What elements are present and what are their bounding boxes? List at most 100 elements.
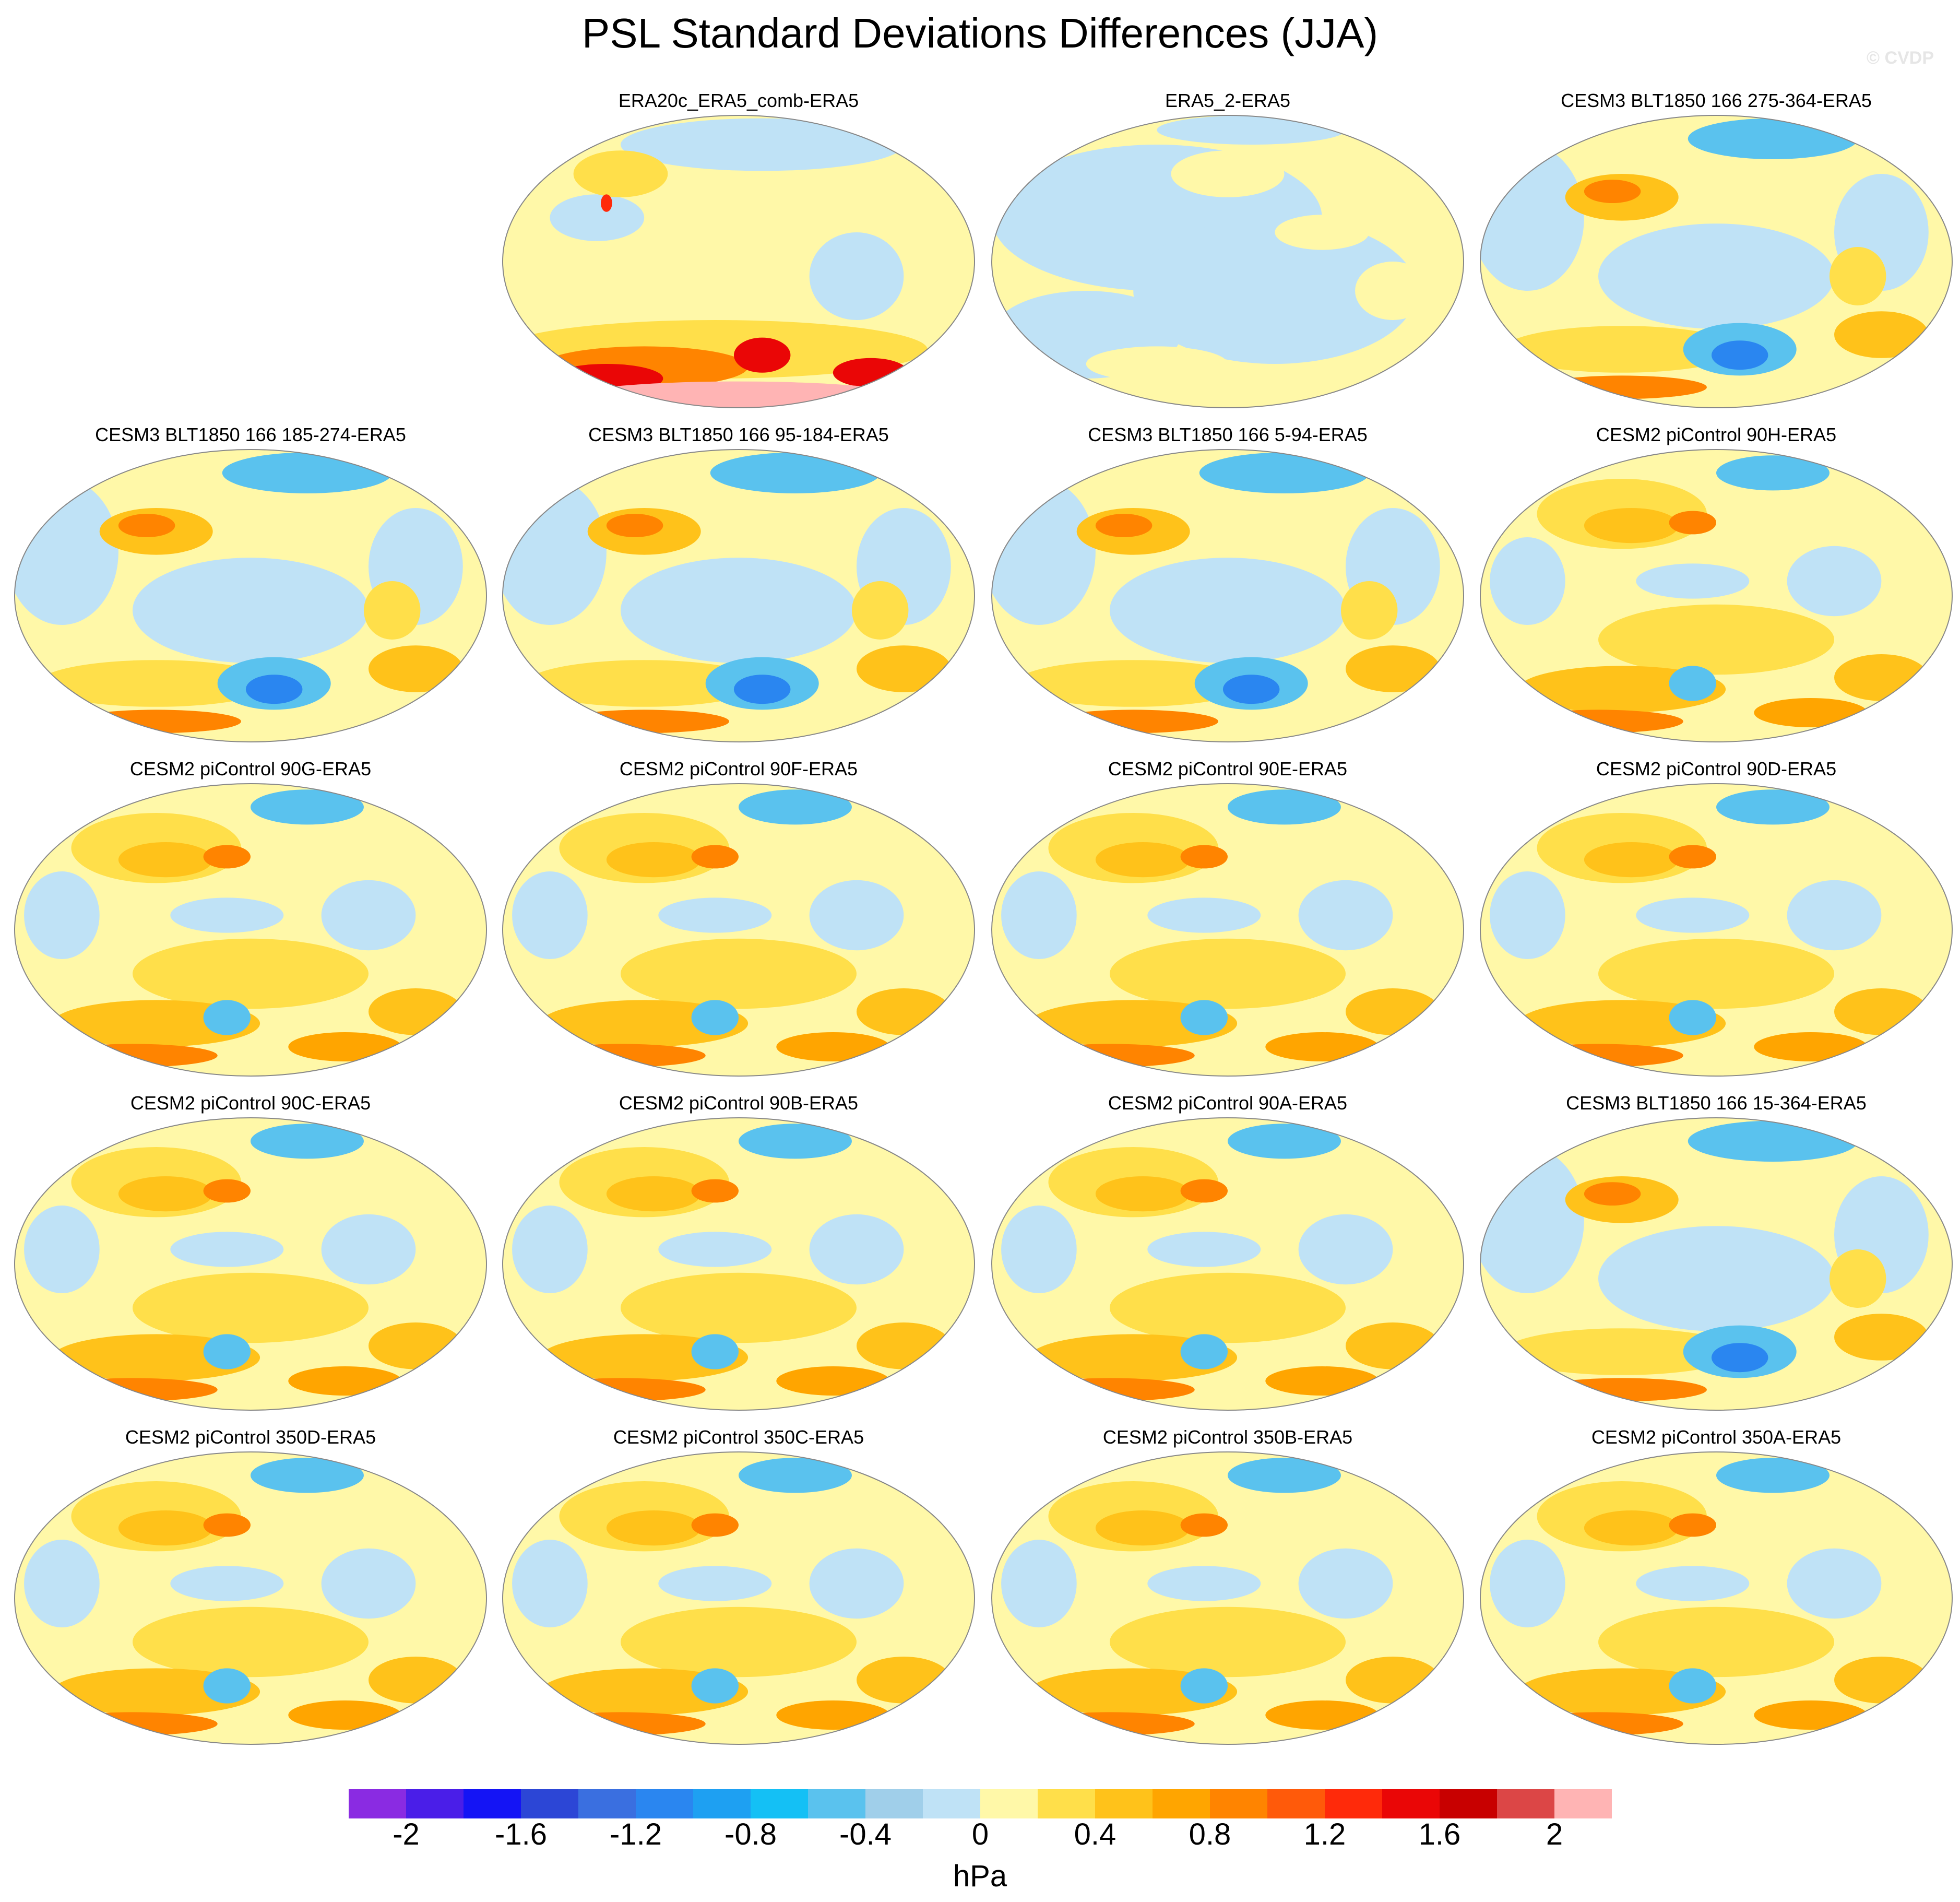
anomaly-region: [1180, 1179, 1228, 1203]
anomaly-region: [1598, 604, 1834, 675]
anomaly-region: [658, 1232, 772, 1267]
panel-title: CESM2 piControl 90G-ERA5: [129, 758, 372, 779]
map-panel: ERA5_2-ERA5: [988, 90, 1468, 424]
anomaly-region: [512, 1540, 588, 1627]
panel-title: CESM2 piControl 90E-ERA5: [1108, 758, 1348, 779]
anomaly-region: [369, 988, 463, 1035]
panel-title: CESM2 piControl 90A-ERA5: [1108, 1092, 1348, 1114]
anomaly-region: [1669, 845, 1716, 869]
colorbar-tick-label: 2: [1546, 1817, 1563, 1851]
anomaly-region: [1110, 1272, 1346, 1343]
anomaly-region: [1688, 1120, 1858, 1162]
map-border: [1480, 1451, 1953, 1745]
anomaly-region: [710, 452, 881, 493]
anomaly-region: [1829, 1249, 1886, 1308]
map-panel: CESM2 piControl 90F-ERA5: [498, 758, 979, 1092]
panel-title: CESM2 piControl 350C-ERA5: [613, 1426, 864, 1448]
map-panel: CESM3 BLT1850 166 275-364-ERA5: [1476, 90, 1956, 424]
anomaly-region: [601, 194, 612, 212]
panel-title: CESM2 piControl 350B-ERA5: [1102, 1426, 1353, 1448]
anomaly-region: [809, 880, 904, 951]
anomaly-region: [133, 1272, 369, 1343]
panel-title: CESM2 piControl 90C-ERA5: [130, 1092, 371, 1114]
anomaly-region: [203, 1179, 251, 1203]
map-panel: CESM2 piControl 350C-ERA5: [498, 1426, 979, 1761]
anomaly-region: [1834, 654, 1929, 701]
colorbar-tick-label: 0: [971, 1817, 989, 1851]
anomaly-region: [733, 675, 791, 704]
anomaly-region: [203, 1668, 251, 1704]
colorbar-tick-label: -2: [393, 1817, 420, 1851]
anomaly-region: [1171, 150, 1285, 197]
anomaly-region: [1147, 1232, 1261, 1267]
map-panel: CESM2 piControl 90B-ERA5: [498, 1092, 979, 1426]
anomaly-region: [1787, 880, 1882, 951]
anomaly-region: [1754, 698, 1868, 727]
anomaly-region: [47, 1378, 218, 1402]
map-border: [991, 783, 1464, 1077]
map-border: [991, 115, 1464, 408]
anomaly-region: [1669, 511, 1716, 535]
anomaly-region: [1716, 1458, 1830, 1493]
colorbar-tick-label: -0.8: [724, 1817, 777, 1851]
anomaly-region: [776, 1700, 890, 1730]
anomaly-region: [1265, 1700, 1379, 1730]
anomaly-region: [1490, 1540, 1565, 1627]
anomaly-region: [1754, 1032, 1868, 1061]
anomaly-region: [691, 845, 739, 869]
anomaly-region: [1180, 845, 1228, 869]
colorbar-swatch: [578, 1789, 636, 1818]
map-field: [502, 1451, 975, 1745]
panel-title: CESM2 piControl 350D-ERA5: [125, 1426, 376, 1448]
anomaly-region: [1346, 1657, 1440, 1704]
anomaly-region: [1199, 452, 1370, 493]
colorbar-tick-label: -1.6: [495, 1817, 547, 1851]
anomaly-region: [1180, 1668, 1228, 1704]
map-border: [991, 1451, 1464, 1745]
anomaly-region: [1228, 789, 1341, 825]
panel-title: CESM3 BLT1850 166 95-184-ERA5: [588, 424, 889, 445]
anomaly-region: [1834, 1314, 1929, 1361]
anomaly-region: [288, 1700, 402, 1730]
anomaly-region: [250, 1458, 364, 1493]
anomaly-region: [1147, 897, 1261, 933]
anomaly-region: [1787, 546, 1882, 617]
anomaly-region: [1157, 115, 1346, 145]
map-field: [1480, 115, 1953, 408]
map-field: [991, 449, 1464, 742]
anomaly-region: [1095, 514, 1153, 537]
anomaly-region: [118, 514, 175, 537]
panel-title: CESM3 BLT1850 166 5-94-ERA5: [1088, 424, 1368, 445]
anomaly-region: [621, 118, 904, 171]
anomaly-region: [1504, 1328, 1740, 1375]
anomaly-region: [1110, 1606, 1346, 1677]
anomaly-region: [739, 789, 852, 825]
map-panel: CESM3 BLT1850 166 95-184-ERA5: [498, 424, 979, 758]
anomaly-region: [1298, 1214, 1393, 1285]
colorbar-swatch: [1497, 1789, 1554, 1818]
colorbar-tick-label: -1.2: [610, 1817, 662, 1851]
anomaly-region: [621, 558, 857, 663]
anomaly-region: [1180, 1000, 1228, 1035]
anomaly-region: [1265, 1032, 1379, 1061]
anomaly-region: [1015, 660, 1252, 707]
anomaly-region: [1584, 1182, 1641, 1206]
colorbar-tick-label: -0.4: [839, 1817, 892, 1851]
anomaly-region: [1834, 311, 1929, 358]
anomaly-region: [363, 581, 421, 640]
anomaly-region: [24, 1540, 100, 1627]
colorbar-swatch: [980, 1789, 1038, 1818]
anomaly-region: [133, 1606, 369, 1677]
panel-title: CESM2 piControl 90F-ERA5: [619, 758, 858, 779]
anomaly-region: [1222, 675, 1280, 704]
anomaly-region: [170, 897, 284, 933]
anomaly-region: [321, 880, 416, 951]
map-panel: CESM2 piControl 350B-ERA5: [988, 1426, 1468, 1761]
anomaly-region: [536, 1378, 706, 1402]
anomaly-region: [1095, 1510, 1190, 1546]
anomaly-region: [47, 1712, 218, 1736]
anomaly-region: [133, 558, 369, 663]
anomaly-region: [1584, 1510, 1679, 1546]
anomaly-region: [1025, 1044, 1195, 1068]
colorbar-tick-label: 0.4: [1074, 1817, 1116, 1851]
